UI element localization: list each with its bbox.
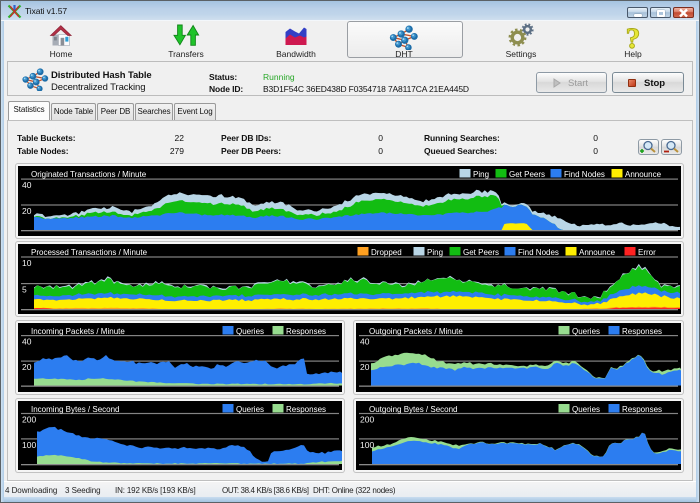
svg-text:Dropped: Dropped	[371, 248, 402, 257]
svg-text:Incoming Packets / Minute: Incoming Packets / Minute	[31, 327, 125, 336]
svg-text:Ping: Ping	[473, 170, 489, 179]
svg-text:Queries: Queries	[236, 405, 264, 414]
svg-text:Queries: Queries	[572, 327, 600, 336]
svg-text:Get Peers: Get Peers	[463, 248, 499, 257]
svg-text:?: ?	[626, 23, 641, 49]
svg-text:Ping: Ping	[427, 248, 443, 257]
svg-text:Responses: Responses	[622, 327, 662, 336]
svg-text:Error: Error	[638, 248, 656, 257]
svg-text:Incoming Bytes / Second: Incoming Bytes / Second	[31, 405, 120, 414]
svg-text:Responses: Responses	[286, 405, 326, 414]
svg-text:20: 20	[22, 362, 32, 372]
svg-text:100: 100	[360, 440, 374, 450]
svg-text:Find Nodes: Find Nodes	[518, 248, 559, 257]
svg-text:40: 40	[22, 180, 32, 190]
svg-text:20: 20	[360, 362, 370, 372]
svg-text:Announce: Announce	[579, 248, 616, 257]
svg-text:Outgoing Bytes / Second: Outgoing Bytes / Second	[369, 405, 458, 414]
svg-text:Originated Transactions / Minu: Originated Transactions / Minute	[31, 170, 147, 179]
svg-text:Queries: Queries	[236, 327, 264, 336]
svg-text:Find Nodes: Find Nodes	[564, 170, 605, 179]
svg-text:200: 200	[360, 414, 374, 424]
svg-text:Responses: Responses	[286, 327, 326, 336]
svg-text:100: 100	[22, 440, 36, 450]
svg-text:10: 10	[22, 258, 32, 268]
svg-text:Outgoing Packets / Minute: Outgoing Packets / Minute	[369, 327, 463, 336]
svg-text:5: 5	[22, 285, 27, 295]
svg-text:40: 40	[360, 337, 370, 347]
svg-text:Queries: Queries	[572, 405, 600, 414]
svg-text:Get Peers: Get Peers	[509, 170, 545, 179]
svg-text:Processed Transactions / Minut: Processed Transactions / Minute	[31, 248, 148, 257]
svg-text:200: 200	[22, 414, 36, 424]
svg-text:Announce: Announce	[625, 170, 662, 179]
svg-text:Responses: Responses	[622, 405, 662, 414]
svg-text:40: 40	[22, 337, 32, 347]
svg-text:20: 20	[22, 206, 32, 216]
